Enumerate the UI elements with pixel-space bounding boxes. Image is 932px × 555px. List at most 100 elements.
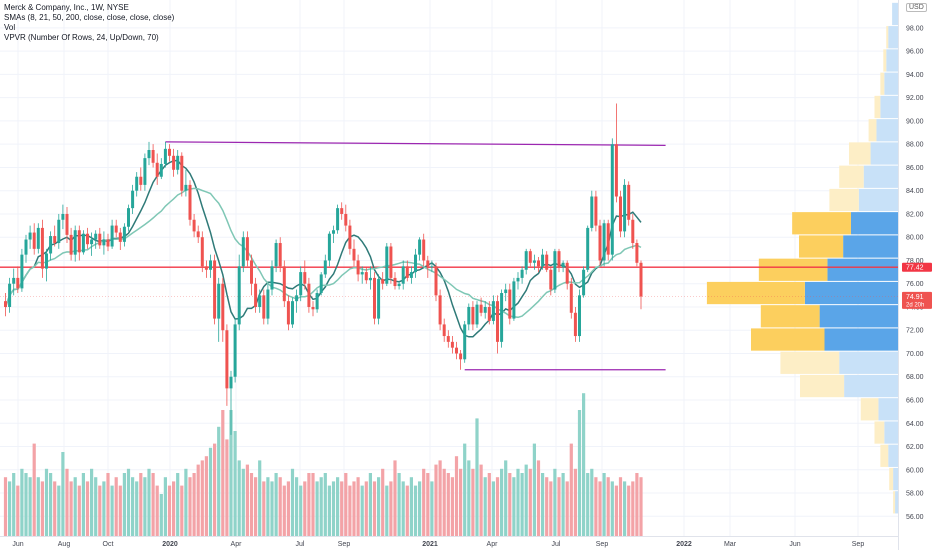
candle bbox=[73, 225, 77, 262]
candle bbox=[512, 277, 516, 321]
vp-row-down bbox=[849, 142, 871, 165]
volume-bar bbox=[623, 481, 627, 536]
volume-bar bbox=[541, 473, 545, 536]
candle bbox=[483, 301, 487, 319]
volume-bars bbox=[3, 393, 643, 536]
candle bbox=[401, 260, 405, 290]
candle bbox=[57, 213, 61, 249]
candle bbox=[122, 223, 126, 247]
y-tick-label: 72.00 bbox=[906, 328, 924, 335]
candle bbox=[602, 219, 606, 267]
candle bbox=[426, 255, 430, 278]
volume-bar bbox=[135, 481, 139, 536]
volume-bar bbox=[336, 477, 340, 536]
volume-bar bbox=[176, 473, 180, 536]
candle bbox=[364, 267, 368, 284]
candle bbox=[188, 180, 192, 226]
volume-bar bbox=[323, 473, 327, 536]
candle bbox=[8, 277, 12, 313]
legend-sma[interactable]: SMAs (8, 21, 50, 200, close, close, clos… bbox=[4, 13, 175, 22]
volume-bar bbox=[422, 468, 426, 536]
candle bbox=[614, 103, 618, 203]
volume-bar bbox=[631, 481, 635, 536]
candle bbox=[368, 266, 372, 290]
volume-bar bbox=[372, 481, 377, 536]
volume-bar bbox=[172, 481, 176, 536]
volume-bar bbox=[602, 473, 606, 536]
volume-bar bbox=[635, 473, 639, 536]
vp-row-down bbox=[880, 72, 885, 95]
volume-bar bbox=[69, 481, 73, 536]
candle bbox=[557, 248, 561, 273]
x-tick-label: Apr bbox=[231, 541, 243, 548]
candle bbox=[24, 234, 28, 263]
volume-bar bbox=[606, 477, 610, 536]
candle bbox=[397, 281, 401, 290]
volume-bar bbox=[217, 426, 221, 536]
vp-row-up bbox=[839, 351, 898, 374]
candle bbox=[262, 289, 266, 325]
currency-badge[interactable]: USD bbox=[906, 3, 927, 12]
volume-bar bbox=[479, 464, 483, 536]
volume-bar bbox=[319, 477, 323, 536]
volume-bar bbox=[327, 485, 331, 536]
volume-bar bbox=[442, 468, 446, 536]
candle bbox=[405, 260, 409, 282]
y-tick-label: 76.00 bbox=[906, 281, 924, 288]
candle bbox=[258, 289, 262, 313]
y-tick-label: 96.00 bbox=[906, 49, 924, 56]
volume-bar bbox=[8, 481, 12, 536]
vp-row-up bbox=[843, 235, 898, 258]
volume-bar bbox=[311, 473, 315, 536]
candle bbox=[168, 144, 171, 162]
legend-vol[interactable]: Vol bbox=[4, 23, 16, 32]
vp-row-down bbox=[880, 444, 889, 467]
candle bbox=[381, 272, 385, 290]
candle bbox=[319, 272, 323, 296]
y-tick-label: 68.00 bbox=[906, 374, 924, 381]
candle bbox=[315, 289, 319, 313]
volume-bar bbox=[385, 485, 389, 536]
time-axis[interactable]: Jun Aug Oct 2020 Apr Jul Sep 2021 Apr Jul Sep 2022 M… bbox=[12, 541, 864, 548]
vp-row-down bbox=[800, 374, 845, 398]
volume-bar bbox=[151, 473, 155, 536]
y-tick-label: 70.00 bbox=[906, 351, 924, 358]
volume-bar bbox=[192, 473, 196, 536]
candles bbox=[4, 103, 643, 435]
volume-bar bbox=[610, 481, 614, 536]
candle bbox=[606, 219, 610, 261]
volume-bar bbox=[582, 393, 586, 536]
candle bbox=[422, 233, 426, 267]
candle bbox=[270, 260, 274, 296]
legend-vpvr[interactable]: VPVR (Number Of Rows, 24, Up/Down, 70) bbox=[4, 33, 159, 42]
volume-bar bbox=[614, 485, 618, 536]
candle bbox=[414, 248, 417, 278]
vp-row-down bbox=[780, 351, 840, 374]
price-axis[interactable]: 56.00 58.00 60.00 62.00 64.00 66.00 68.00 70.00… bbox=[906, 25, 924, 520]
volume-bar bbox=[225, 439, 229, 536]
volume-bar bbox=[155, 485, 159, 536]
volume-bar bbox=[122, 473, 126, 536]
candle bbox=[520, 266, 524, 284]
volume-bar bbox=[274, 473, 278, 536]
candle bbox=[373, 272, 376, 325]
volume-bar bbox=[418, 481, 422, 536]
volume-bar bbox=[553, 468, 557, 536]
candle bbox=[573, 306, 577, 342]
volume-bar bbox=[139, 473, 143, 536]
volume-bar bbox=[81, 473, 85, 536]
candle bbox=[360, 266, 364, 284]
volume-bar bbox=[241, 468, 245, 536]
candle bbox=[118, 227, 122, 250]
vp-row-up bbox=[884, 72, 898, 95]
volume-bar bbox=[397, 473, 401, 536]
vp-row-up bbox=[850, 212, 898, 235]
y-tick-label: 66.00 bbox=[906, 398, 924, 405]
candle bbox=[307, 277, 311, 313]
volume-bar bbox=[278, 477, 282, 536]
legend-title[interactable]: Merck & Company, Inc., 1W, NYSE bbox=[4, 3, 129, 12]
vp-row-up bbox=[804, 281, 898, 305]
candle bbox=[487, 301, 491, 325]
